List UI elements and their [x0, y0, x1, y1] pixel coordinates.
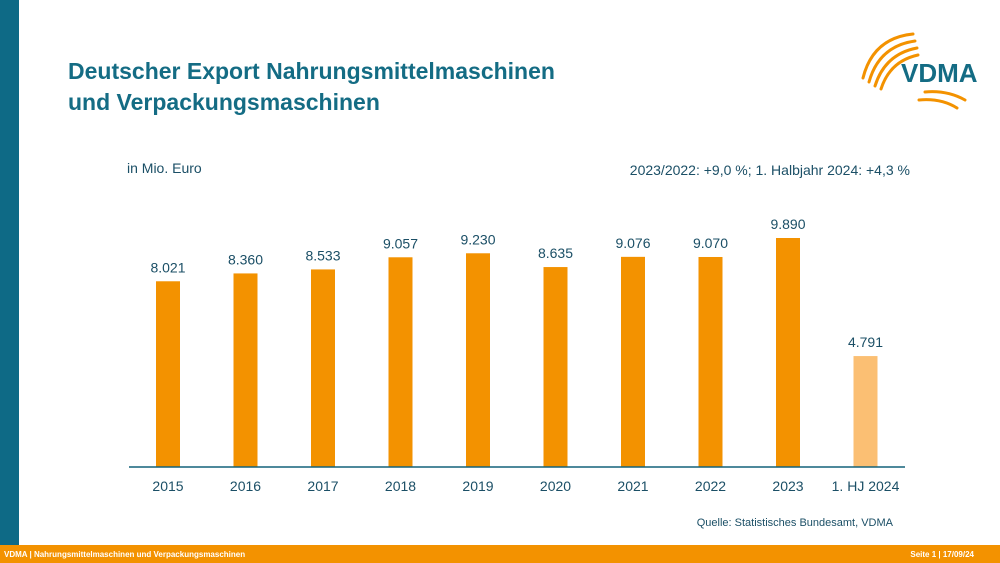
footer-left-text: VDMA | Nahrungsmittelmaschinen und Verpa… [4, 550, 246, 559]
bar-2022 [698, 256, 723, 467]
left-accent-bar [0, 0, 19, 545]
bar-2018 [388, 257, 413, 467]
bar-2021 [621, 256, 645, 467]
bar-2023 [776, 238, 800, 467]
x-tick-label: 2018 [385, 478, 416, 494]
vdma-logo: VDMA [855, 30, 985, 115]
title-line-2: und Verpackungsmaschinen [68, 89, 380, 115]
unit-label: in Mio. Euro [127, 160, 202, 176]
x-tick-label: 2020 [540, 478, 571, 494]
x-tick-label: 2017 [307, 478, 338, 494]
bar-value-label: 9.230 [460, 231, 495, 247]
source-note: Quelle: Statistisches Bundesamt, VDMA [696, 517, 893, 529]
vdma-arc-logo-icon [861, 32, 967, 110]
bar-value-label: 4.791 [848, 334, 883, 350]
bar-2015 [156, 281, 180, 467]
title-line-1: Deutscher Export Nahrungsmittelmaschinen [68, 58, 555, 84]
footer-page-info: Seite 1 | 17/09/24 [910, 550, 974, 559]
bar-2019 [466, 253, 490, 467]
x-tick-label: 2019 [462, 478, 493, 494]
page-title: Deutscher Export Nahrungsmittelmaschinen… [68, 56, 555, 118]
bar-value-label: 9.076 [615, 235, 650, 251]
bar-value-label: 8.533 [305, 247, 340, 263]
x-tick-label: 2015 [152, 478, 183, 494]
bar-value-label: 9.057 [383, 235, 418, 251]
footer-bar: VDMA | Nahrungsmittelmaschinen und Verpa… [0, 545, 1000, 563]
bar-2020 [543, 267, 568, 467]
bar-value-label: 8.021 [150, 259, 185, 275]
x-tick-label: 1. HJ 2024 [832, 478, 900, 494]
x-tick-label: 2023 [772, 478, 803, 494]
x-tick-label: 2016 [230, 478, 261, 494]
logo-text: VDMA [901, 58, 978, 88]
bar-2017 [311, 269, 335, 467]
bar-chart: 8.021 8.360 8.533 9.057 9.230 8.635 9.076 9.070… [129, 216, 905, 494]
bar-2016 [233, 273, 258, 467]
bar-1-hj-2024 [853, 356, 878, 467]
bar-value-label: 9.070 [693, 235, 728, 251]
bar-value-label: 9.890 [770, 216, 805, 232]
x-tick-label: 2022 [695, 478, 726, 494]
growth-note: 2023/2022: +9,0 %; 1. Halbjahr 2024: +4,… [629, 162, 910, 178]
bar-value-label: 8.635 [538, 245, 573, 261]
bar-value-label: 8.360 [228, 251, 263, 267]
x-tick-label: 2021 [617, 478, 648, 494]
